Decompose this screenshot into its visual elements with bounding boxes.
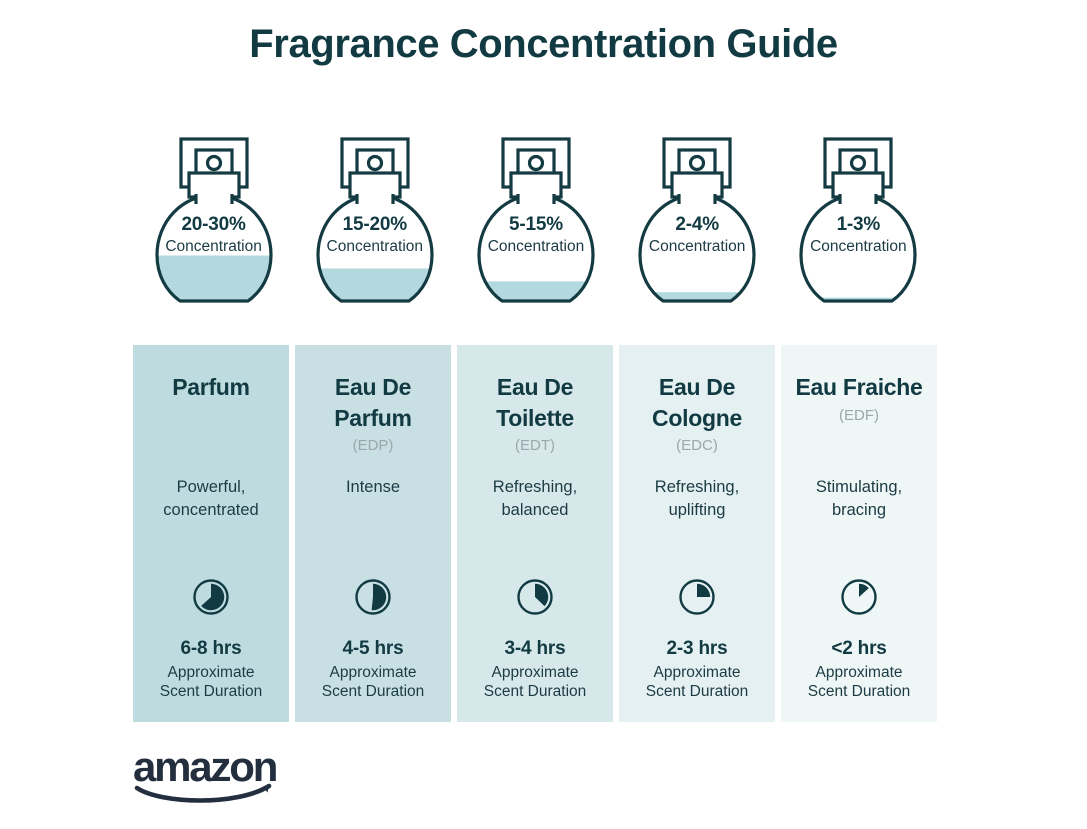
fragrance-card[interactable]: Eau De Cologne (EDC) Refreshing, upliftin… bbox=[619, 345, 775, 722]
duration-label: Approximate Scent Duration bbox=[619, 663, 775, 702]
fragrance-description: Powerful, concentrated bbox=[133, 476, 289, 523]
duration-label-line: Approximate bbox=[329, 663, 417, 681]
bottles-row: 20-30% Concentration 15-20% Concentratio… bbox=[133, 132, 939, 337]
fragrance-name: Parfum bbox=[172, 374, 250, 400]
perfume-bottle-icon bbox=[477, 137, 595, 303]
fragrance-description: Refreshing, uplifting bbox=[619, 476, 775, 523]
duration-label-line: Approximate bbox=[167, 663, 255, 681]
fragrance-card[interactable]: Eau De Toilette (EDT) Refreshing, balance… bbox=[457, 345, 613, 722]
fragrance-abbr: (EDC) bbox=[676, 437, 718, 455]
clock-pie-icon bbox=[354, 578, 392, 621]
duration-label: Approximate Scent Duration bbox=[457, 663, 613, 702]
fragrance-card[interactable]: Eau Fraiche (EDF) Stimulating, bracing <2… bbox=[781, 345, 937, 722]
bottle-cell: 5-15% Concentration bbox=[455, 132, 616, 337]
bottle-cell: 2-4% Concentration bbox=[617, 132, 778, 337]
duration-label-line: Approximate bbox=[815, 663, 903, 681]
description-line: uplifting bbox=[668, 501, 726, 520]
perfume-bottle-icon bbox=[799, 137, 917, 303]
description-line: Intense bbox=[345, 478, 401, 496]
amazon-logo: amazon bbox=[133, 743, 293, 804]
clock-pie-icon bbox=[516, 578, 554, 621]
duration-label-line: Scent Duration bbox=[807, 683, 911, 701]
bottle-cell: 15-20% Concentration bbox=[294, 132, 455, 337]
svg-text:amazon: amazon bbox=[133, 748, 277, 790]
duration-block: 3-4 hrs Approximate Scent Duration bbox=[457, 638, 613, 702]
description-line: Powerful, bbox=[176, 478, 246, 496]
fragrance-description: Intense bbox=[295, 476, 451, 499]
clock-pie-icon bbox=[840, 578, 878, 621]
clock-pie-icon bbox=[192, 578, 230, 621]
duration-label-line: Scent Duration bbox=[159, 683, 263, 701]
duration-label: Approximate Scent Duration bbox=[133, 663, 289, 702]
duration-block: 2-3 hrs Approximate Scent Duration bbox=[619, 638, 775, 702]
perfume-bottle-icon bbox=[638, 137, 756, 303]
page-title: Fragrance Concentration Guide bbox=[249, 22, 838, 66]
fragrance-description: Refreshing, balanced bbox=[457, 476, 613, 523]
fragrance-abbr: (EDF) bbox=[839, 406, 879, 424]
bottle-cell: 20-30% Concentration bbox=[133, 132, 294, 337]
duration-label: Approximate Scent Duration bbox=[781, 663, 937, 702]
duration-label-line: Approximate bbox=[653, 663, 741, 681]
description-wrap: Stimulating, bracing bbox=[781, 476, 937, 523]
fragrance-name: Eau De Parfum bbox=[334, 374, 412, 431]
fragrance-card[interactable]: Eau De Parfum (EDP) Intense 4-5 hrs Appr… bbox=[295, 345, 451, 722]
cards-row: Parfum Powerful, concentrated 6-8 hrs App… bbox=[133, 345, 939, 722]
description-wrap: Powerful, concentrated bbox=[133, 476, 289, 523]
duration-label-line: Scent Duration bbox=[483, 683, 587, 701]
fragrance-card[interactable]: Parfum Powerful, concentrated 6-8 hrs App… bbox=[133, 345, 289, 722]
duration-value: 2-3 hrs bbox=[666, 638, 728, 659]
fragrance-abbr bbox=[133, 406, 289, 425]
fragrance-description: Stimulating, bracing bbox=[781, 476, 937, 523]
duration-value: 3-4 hrs bbox=[504, 638, 566, 659]
description-line: Refreshing, bbox=[492, 478, 578, 496]
fragrance-abbr: (EDT) bbox=[515, 437, 555, 455]
description-wrap: Refreshing, balanced bbox=[457, 476, 613, 523]
duration-value: <2 hrs bbox=[831, 638, 887, 659]
bottle-cell: 1-3% Concentration bbox=[778, 132, 939, 337]
perfume-bottle-icon bbox=[154, 137, 273, 303]
duration-block: <2 hrs Approximate Scent Duration bbox=[781, 638, 937, 702]
duration-value: 4-5 hrs bbox=[342, 638, 404, 659]
description-wrap: Refreshing, uplifting bbox=[619, 476, 775, 523]
amazon-wordmark-icon: amazon bbox=[133, 743, 279, 803]
description-line: concentrated bbox=[163, 501, 259, 520]
fragrance-name: Eau Fraiche bbox=[795, 374, 923, 400]
duration-block: 4-5 hrs Approximate Scent Duration bbox=[295, 638, 451, 702]
fragrance-name: Eau De Toilette bbox=[496, 374, 574, 431]
duration-block: 6-8 hrs Approximate Scent Duration bbox=[133, 638, 289, 702]
fragrance-name: Eau De Cologne bbox=[652, 374, 742, 431]
description-line: Refreshing, bbox=[654, 478, 740, 496]
description-line: Stimulating, bbox=[815, 478, 903, 496]
duration-label-line: Scent Duration bbox=[321, 683, 425, 701]
duration-label: Approximate Scent Duration bbox=[295, 663, 451, 702]
duration-label-line: Approximate bbox=[491, 663, 579, 681]
description-line: bracing bbox=[831, 501, 887, 520]
description-wrap: Intense bbox=[295, 476, 451, 499]
duration-label-line: Scent Duration bbox=[645, 683, 749, 701]
description-line: balanced bbox=[501, 501, 569, 520]
perfume-bottle-icon bbox=[316, 137, 434, 303]
clock-pie-icon bbox=[678, 578, 716, 621]
fragrance-abbr: (EDP) bbox=[352, 437, 394, 455]
duration-value: 6-8 hrs bbox=[180, 638, 242, 659]
